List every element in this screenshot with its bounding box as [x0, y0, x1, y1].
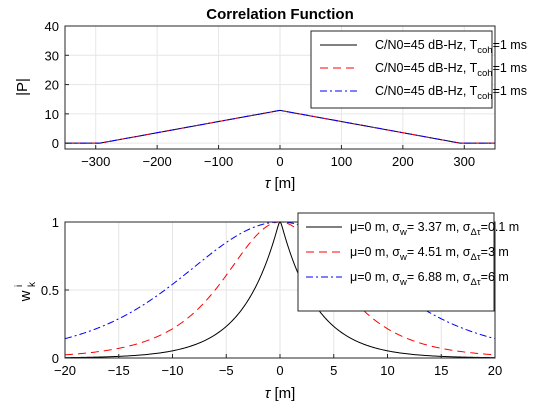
top-chart-title: Correlation Function — [206, 6, 354, 23]
top-legend: C/N0=45 dB-Hz, Tcoh=1 ms C/N0=45 dB-Hz, T… — [310, 30, 527, 109]
bottom-x-tick-label: 20 — [488, 363, 502, 378]
bottom-x-tick-label: −15 — [108, 363, 130, 378]
top-legend-label-1: C/N0=45 dB-Hz, Tcoh=1 ms — [375, 38, 527, 56]
bottom-legend: μ=0 m, σw= 3.37 m, σΔτ=0.1 m μ=0 m, σw= 4… — [297, 212, 519, 312]
top-x-tick-label: −100 — [204, 154, 233, 169]
top-chart: Correlation Function −300 −200 −100 0 100 200… — [14, 6, 527, 192]
top-series-1-line — [65, 109, 495, 144]
bottom-y-tick-label: 1 — [52, 215, 59, 230]
bottom-series-3-line — [64, 221, 496, 340]
bottom-x-tick-label: 5 — [330, 363, 337, 378]
top-y-tick-label: 10 — [45, 107, 59, 122]
top-ticks: −300 −200 −100 0 100 200 300 0 10 20 30 40 — [45, 19, 476, 169]
bottom-x-tick-label: 10 — [380, 363, 394, 378]
top-y-tick-label: 30 — [45, 48, 59, 63]
bottom-legend-box — [297, 212, 495, 312]
bottom-x-tick-label: −20 — [54, 363, 76, 378]
top-y-tick-label: 20 — [45, 78, 59, 93]
bottom-y-tick-label: 0 — [52, 351, 59, 366]
bottom-x-tick-label: −10 — [161, 363, 183, 378]
bottom-y-label-main: w — [17, 290, 34, 302]
top-legend-label-2: C/N0=45 dB-Hz, Tcoh=1 ms — [375, 61, 527, 79]
top-y-tick-label: 0 — [52, 136, 59, 151]
top-y-tick-label: 40 — [45, 19, 59, 34]
top-x-tick-label: 300 — [453, 154, 475, 169]
bottom-chart: −20 −15 −10 −5 0 5 10 15 20 0 0.5 1 τ [m] w k i μ=0… — [14, 212, 519, 402]
bottom-x-tick-label: −5 — [219, 363, 234, 378]
top-x-tick-label: 0 — [276, 154, 283, 169]
top-x-tick-label: −200 — [142, 154, 171, 169]
top-x-tick-label: 200 — [392, 154, 414, 169]
bottom-ticks: −20 −15 −10 −5 0 5 10 15 20 0 0.5 1 — [41, 215, 502, 378]
top-legend-box — [310, 30, 493, 109]
bottom-legend-label-3: μ=0 m, σw= 6.88 m, σΔτ=6 m — [350, 270, 509, 288]
top-x-axis-label: τ [m] — [265, 175, 296, 192]
top-series-group — [65, 109, 495, 144]
top-y-axis-label: |P| — [14, 78, 31, 96]
top-x-tick-label: −300 — [81, 154, 110, 169]
top-x-tick-label: 100 — [331, 154, 353, 169]
bottom-legend-label-1: μ=0 m, σw= 3.37 m, σΔτ=0.1 m — [350, 220, 519, 238]
bottom-y-label-sup: i — [14, 285, 25, 287]
bottom-legend-label-2: μ=0 m, σw= 4.51 m, σΔτ=3 m — [350, 245, 509, 263]
bottom-x-tick-label: 15 — [434, 363, 448, 378]
bottom-y-axis-label: w k i — [14, 281, 38, 302]
bottom-y-label-sub: k — [27, 281, 38, 287]
bottom-x-axis-label: τ [m] — [265, 385, 296, 402]
bottom-x-tick-label: 0 — [276, 363, 283, 378]
top-legend-label-3: C/N0=45 dB-Hz, Tcoh=1 ms — [375, 84, 527, 102]
bottom-y-tick-label: 0.5 — [41, 283, 59, 298]
